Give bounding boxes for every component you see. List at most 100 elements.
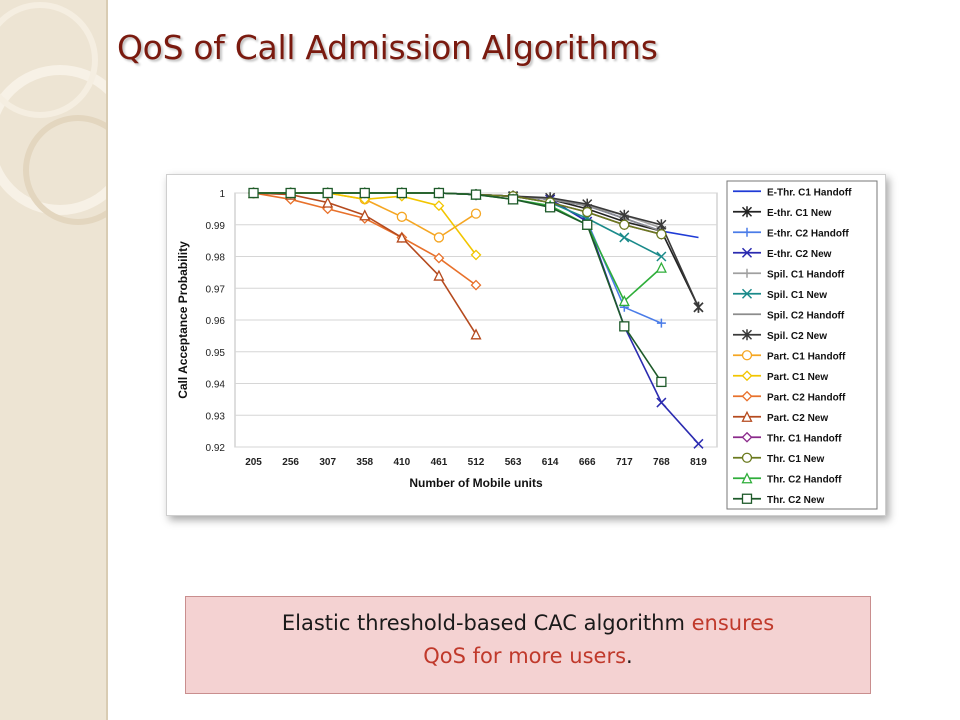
data-point (433, 252, 445, 264)
y-tick-label: 0.96 (206, 316, 226, 327)
series-line (253, 192, 663, 383)
legend-label: Thr. C1 New (767, 454, 824, 465)
y-tick-label: 0.93 (206, 411, 226, 422)
legend-marker (742, 227, 752, 237)
data-point (656, 229, 667, 240)
data-point (582, 206, 593, 218)
data-point (322, 196, 334, 208)
slide-title: QoS of Call Admission Algorithms (117, 28, 658, 67)
data-point (619, 232, 630, 243)
legend-marker (741, 472, 753, 484)
data-point (470, 189, 482, 200)
x-tick-label: 717 (616, 457, 633, 468)
x-tick-label: 461 (431, 457, 448, 468)
data-point (248, 187, 259, 199)
caption-highlight-2: QoS for more users (423, 644, 627, 668)
legend-label: Thr. C1 Handoff (767, 433, 842, 444)
x-tick-label: 358 (356, 457, 373, 468)
data-point (618, 294, 630, 307)
y-tick-label: 0.95 (206, 348, 226, 359)
legend-marker (741, 329, 753, 341)
y-axis-label: Call Acceptance Probability (176, 241, 190, 399)
x-axis-label: Number of Mobile units (409, 476, 543, 490)
legend-label: E-thr. C2 Handoff (767, 228, 849, 239)
data-point (470, 279, 482, 291)
data-point (656, 251, 667, 262)
data-point (619, 321, 630, 332)
y-tick-label: 1 (219, 189, 225, 200)
legend-label: Part. C1 Handoff (767, 351, 846, 362)
line-chart: 0.92 0.93 0.94 0.95 0.96 0.97 0.98 0.99 1 205 256 3… (176, 180, 878, 510)
data-point (582, 219, 593, 230)
data-point (470, 208, 482, 219)
data-point (359, 187, 370, 199)
legend-label: E-Thr. C1 Handoff (767, 187, 852, 198)
data-point (545, 202, 556, 213)
caption-end: . (626, 644, 633, 668)
legend-label: Part. C2 Handoff (767, 392, 846, 403)
legend-label: Part. C2 New (767, 413, 828, 424)
legend-label: E-thr. C2 New (767, 249, 832, 260)
legend-marker (741, 206, 753, 218)
data-point (359, 209, 371, 221)
data-point (396, 211, 407, 222)
legend-marker (741, 452, 753, 463)
data-point (322, 187, 333, 199)
data-point (656, 318, 666, 328)
x-tick-label: 819 (690, 457, 707, 468)
y-tick-label: 0.97 (206, 284, 226, 295)
data-point (433, 269, 445, 281)
decorative-rings (0, 0, 106, 720)
caption-highlight-1: ensures (691, 611, 775, 635)
data-point (619, 209, 630, 221)
data-point (433, 232, 445, 243)
legend-marker (741, 410, 753, 422)
legend-marker (741, 370, 753, 382)
y-tick-label: 0.94 (206, 380, 226, 391)
x-tick-label: 666 (579, 457, 596, 468)
x-tick-label: 768 (653, 457, 670, 468)
y-tick-label: 0.98 (206, 253, 226, 264)
data-point (396, 231, 408, 243)
legend-label: Thr. C2 New (767, 495, 824, 506)
x-tick-label: 563 (505, 457, 522, 468)
legend-label: E-thr. C1 New (767, 208, 832, 219)
x-tick-label: 410 (394, 457, 411, 468)
legend-marker (741, 431, 753, 443)
data-point (433, 200, 445, 212)
legend-box (726, 180, 878, 510)
x-tick-label: 256 (282, 457, 299, 468)
legend-label: Thr. C2 Handoff (767, 474, 842, 485)
data-point (507, 194, 519, 205)
x-tick-label: 512 (468, 457, 485, 468)
legend-label: Part. C1 New (767, 372, 828, 383)
data-point (655, 261, 667, 273)
legend-label: Spil. C1 New (767, 290, 827, 301)
legend-marker (741, 390, 753, 402)
data-point (619, 219, 630, 230)
decorative-sidebar (0, 0, 108, 720)
data-point (433, 187, 445, 199)
legend-label: Spil. C2 New (767, 331, 827, 342)
data-point (656, 219, 667, 231)
x-tick-label: 307 (319, 457, 336, 468)
data-point (656, 397, 667, 408)
legend-marker (742, 268, 752, 278)
data-point (470, 328, 482, 340)
data-point (470, 249, 482, 261)
x-tick-label: 205 (245, 457, 262, 468)
data-point (285, 187, 296, 199)
y-tick-label: 0.92 (206, 443, 226, 454)
legend-marker (741, 288, 753, 299)
legend-marker (741, 350, 753, 361)
caption-text: Elastic threshold-based CAC algorithm (281, 611, 685, 635)
legend-label: Spil. C2 Handoff (767, 310, 845, 321)
data-point (693, 438, 704, 449)
data-point (396, 187, 407, 199)
x-tick-label: 614 (542, 457, 559, 468)
y-tick-label: 0.99 (206, 221, 226, 232)
chart-frame: 0.92 0.93 0.94 0.95 0.96 0.97 0.98 0.99 1 205 256 3… (166, 174, 886, 516)
caption-box: Elastic threshold-based CAC algorithm en… (185, 596, 871, 694)
legend-marker (741, 247, 753, 258)
data-point (656, 376, 667, 388)
